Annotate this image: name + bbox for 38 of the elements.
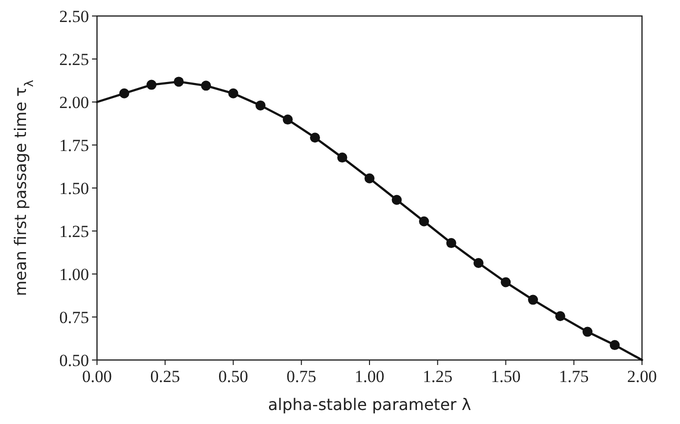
point: [119, 88, 130, 98]
y-tick-label: 2.50: [59, 6, 89, 26]
x-tick-label: 2.00: [627, 367, 657, 386]
point: [310, 132, 320, 143]
point: [337, 152, 348, 163]
y-tick-label: 2.25: [59, 50, 89, 69]
x-tick-label: 1.25: [422, 367, 452, 386]
y-tick-label: 1.50: [59, 178, 89, 198]
x-tick-label: 0.25: [150, 367, 180, 386]
point: [446, 238, 456, 248]
y-tick-label: 2.00: [59, 92, 89, 112]
point: [146, 80, 156, 90]
point: [610, 340, 620, 350]
y-tick-label: 1.00: [59, 264, 89, 284]
point: [256, 100, 266, 110]
point: [282, 114, 293, 125]
y-tick-label: 1.75: [59, 136, 89, 155]
point: [419, 216, 429, 226]
point: [364, 173, 374, 184]
point: [500, 277, 511, 288]
point: [528, 294, 538, 305]
y-tick-label: 0.75: [59, 308, 89, 327]
point: [474, 258, 484, 268]
point: [555, 311, 566, 322]
x-tick-label: 0.00: [82, 367, 112, 386]
x-tick-label: 0.50: [218, 367, 248, 386]
x-tick-label: 1.00: [354, 367, 384, 386]
point: [174, 76, 184, 87]
x-tick-label: 0.75: [286, 367, 316, 386]
y-tick-label: 1.25: [59, 222, 89, 241]
x-tick-label: 1.50: [490, 367, 521, 386]
point: [582, 326, 592, 337]
x-tick-label: 1.75: [559, 367, 589, 386]
y-tick-label: 0.50: [59, 350, 89, 370]
point: [201, 80, 211, 91]
x-axis-title: alpha-stable parameter λ: [268, 395, 472, 414]
point: [392, 194, 402, 205]
point: [228, 88, 238, 98]
